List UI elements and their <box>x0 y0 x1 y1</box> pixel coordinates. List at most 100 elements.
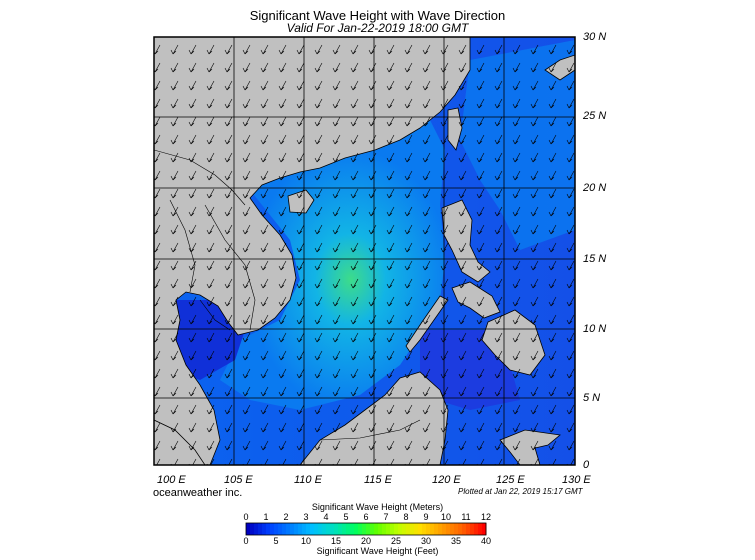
wave-arrow <box>332 98 341 109</box>
wave-arrow <box>386 224 395 235</box>
wave-arrow <box>296 98 305 109</box>
colorbar-segment <box>358 523 363 535</box>
colorbar-segment <box>402 523 407 535</box>
wave-arrow <box>566 350 575 361</box>
wave-arrow <box>368 62 377 73</box>
wave-arrow <box>548 386 557 397</box>
wave-arrow <box>386 152 395 163</box>
wave-arrow <box>566 44 575 55</box>
wave-arrow <box>170 314 179 325</box>
wave-arrow <box>170 404 179 415</box>
wave-arrow <box>404 260 413 271</box>
country-borders <box>154 149 421 441</box>
wave-arrow <box>512 296 521 307</box>
wave-arrow <box>422 332 431 343</box>
wave-arrow <box>530 152 539 163</box>
wave-arrow <box>512 170 521 181</box>
wave-arrow <box>188 260 197 271</box>
wave-arrow <box>332 170 341 181</box>
wave-arrow <box>530 386 539 397</box>
lon-label: 125 E <box>496 474 525 486</box>
wave-arrow <box>224 350 233 361</box>
wave-arrow <box>476 152 485 163</box>
wave-arrow <box>296 116 305 127</box>
wave-arrow <box>476 98 485 109</box>
wave-arrow <box>278 260 287 271</box>
wave-arrow <box>188 44 197 55</box>
wave-arrow <box>170 386 179 397</box>
wave-arrow <box>548 422 557 433</box>
wave-arrow <box>242 368 251 379</box>
wave-arrow <box>458 296 467 307</box>
wave-arrow <box>188 386 197 397</box>
wave-arrow <box>188 134 197 145</box>
wave-arrow <box>170 134 179 145</box>
wave-arrow <box>512 98 521 109</box>
colorbar-tick-meters: 11 <box>461 512 471 522</box>
wave-arrow <box>512 80 521 91</box>
wave-arrow <box>278 170 287 181</box>
wave-arrow <box>314 44 323 55</box>
wave-arrow <box>206 116 215 127</box>
wave-arrow <box>242 386 251 397</box>
colorbar-segment <box>250 523 255 535</box>
colorbar <box>245 522 487 536</box>
wave-arrow <box>476 170 485 181</box>
wave-arrow <box>206 62 215 73</box>
lat-label: 5 N <box>583 392 601 404</box>
wave-arrow <box>260 224 269 235</box>
wave-arrow <box>566 170 575 181</box>
wave-arrow <box>188 62 197 73</box>
wave-arrow <box>458 314 467 325</box>
wave-arrow <box>422 260 431 271</box>
wave-arrow <box>242 350 251 361</box>
wave-arrow <box>422 242 431 253</box>
colorbar-segment <box>446 523 451 535</box>
wave-arrow <box>422 278 431 289</box>
wave-arrow <box>260 332 269 343</box>
wave-arrow <box>224 422 233 433</box>
wave-arrow <box>548 80 557 91</box>
wave-arrow <box>476 314 485 325</box>
wave-arrow <box>386 440 395 451</box>
wave-arrow <box>350 260 359 271</box>
lat-label: 20 N <box>583 182 607 194</box>
wave-arrow <box>314 116 323 127</box>
colorbar-tick-feet: 15 <box>330 536 341 546</box>
wave-arrow <box>350 170 359 181</box>
asia-mainland <box>154 37 471 465</box>
wave-arrow <box>386 98 395 109</box>
wave-arrow <box>170 242 179 253</box>
colorbar-tick-meters: 10 <box>440 512 451 522</box>
wave-arrow <box>170 188 179 199</box>
wave-arrow <box>314 152 323 163</box>
wave-arrow <box>458 368 467 379</box>
wave-arrow <box>368 404 377 415</box>
colorbar-segment <box>266 523 271 535</box>
wave-arrow <box>332 188 341 199</box>
wave-arrow <box>242 422 251 433</box>
wave-arrow <box>278 314 287 325</box>
wave-arrow <box>296 260 305 271</box>
wave-arrow <box>332 350 341 361</box>
wave-arrow <box>512 152 521 163</box>
wave-arrow <box>458 116 467 127</box>
lon-label: 120 E <box>432 474 461 486</box>
colorbar-segment <box>286 523 291 535</box>
wave-arrow <box>332 62 341 73</box>
wave-arrow <box>260 62 269 73</box>
wave-arrow <box>332 242 341 253</box>
wave-arrow <box>296 314 305 325</box>
wave-arrow <box>494 62 503 73</box>
wave-arrow <box>458 44 467 55</box>
wave-arrow <box>368 80 377 91</box>
wave-arrow <box>260 44 269 55</box>
wave-arrow <box>314 170 323 181</box>
wave-arrow <box>314 350 323 361</box>
wave-arrow <box>332 296 341 307</box>
wave-arrow <box>224 314 233 325</box>
wave-arrow <box>260 116 269 127</box>
wave-arrow <box>386 404 395 415</box>
colorbar-segment <box>378 523 383 535</box>
wave-arrow <box>206 386 215 397</box>
